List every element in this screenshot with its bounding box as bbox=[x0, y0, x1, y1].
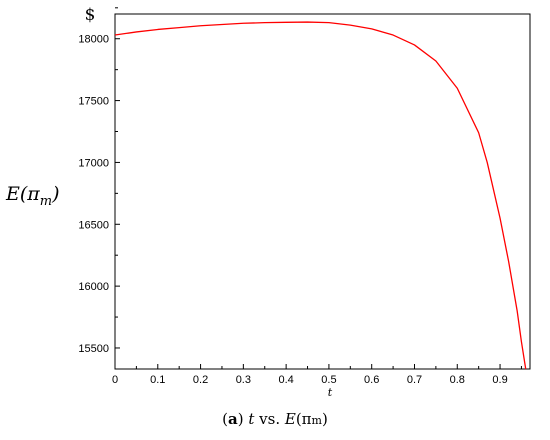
caption-pi-close: ) bbox=[321, 410, 328, 428]
caption-e: E bbox=[284, 410, 296, 428]
caption-vs: vs. bbox=[254, 410, 285, 428]
x-tick-label: 0.4 bbox=[278, 374, 293, 386]
y-tick-label: 16500 bbox=[78, 219, 109, 231]
x-tick-label: 0.1 bbox=[150, 374, 165, 386]
y-axis: 15500 16000 16500 17000 17500 18000 bbox=[78, 7, 120, 355]
x-tick-label: 0.6 bbox=[364, 374, 379, 386]
caption-pi-open: (π bbox=[295, 410, 312, 428]
x-axis-label: t bbox=[328, 386, 333, 399]
y-axis-label: E(πm) bbox=[5, 183, 60, 209]
plot-area bbox=[114, 13, 531, 370]
x-tick-label: 0.2 bbox=[193, 374, 208, 386]
x-tick-label: 0.3 bbox=[236, 374, 251, 386]
series-layer bbox=[114, 21, 527, 370]
y-tick-label: 17000 bbox=[78, 157, 109, 169]
plot-frame bbox=[114, 13, 531, 370]
x-tick-label: 0 bbox=[112, 374, 118, 386]
y-tick-label: 17500 bbox=[78, 96, 109, 108]
caption-t: t bbox=[248, 410, 255, 428]
x-axis: 0 0.1 0.2 0.3 0.4 0.5 0.6 0.7 0.8 0.9 bbox=[112, 364, 522, 386]
x-tick-label: 0.8 bbox=[450, 374, 465, 386]
line-chart: 15500 16000 16500 17000 17500 18000 0 0.1 0.2 0.… bbox=[5, 5, 531, 399]
caption-label: a bbox=[228, 410, 238, 428]
caption-pi-sub: m bbox=[311, 414, 322, 427]
x-tick-label: 0.7 bbox=[407, 374, 422, 386]
figure-caption: (a) t vs. E(πm) bbox=[222, 410, 328, 428]
x-tick-label: 0.9 bbox=[492, 374, 507, 386]
y-tick-label: 15500 bbox=[78, 343, 109, 355]
series-line bbox=[114, 21, 527, 370]
y-tick-label: 16000 bbox=[78, 281, 109, 293]
x-tick-label: 0.5 bbox=[321, 374, 336, 386]
y-tick-label: 18000 bbox=[78, 34, 109, 46]
y-unit-label: $ bbox=[85, 5, 96, 25]
